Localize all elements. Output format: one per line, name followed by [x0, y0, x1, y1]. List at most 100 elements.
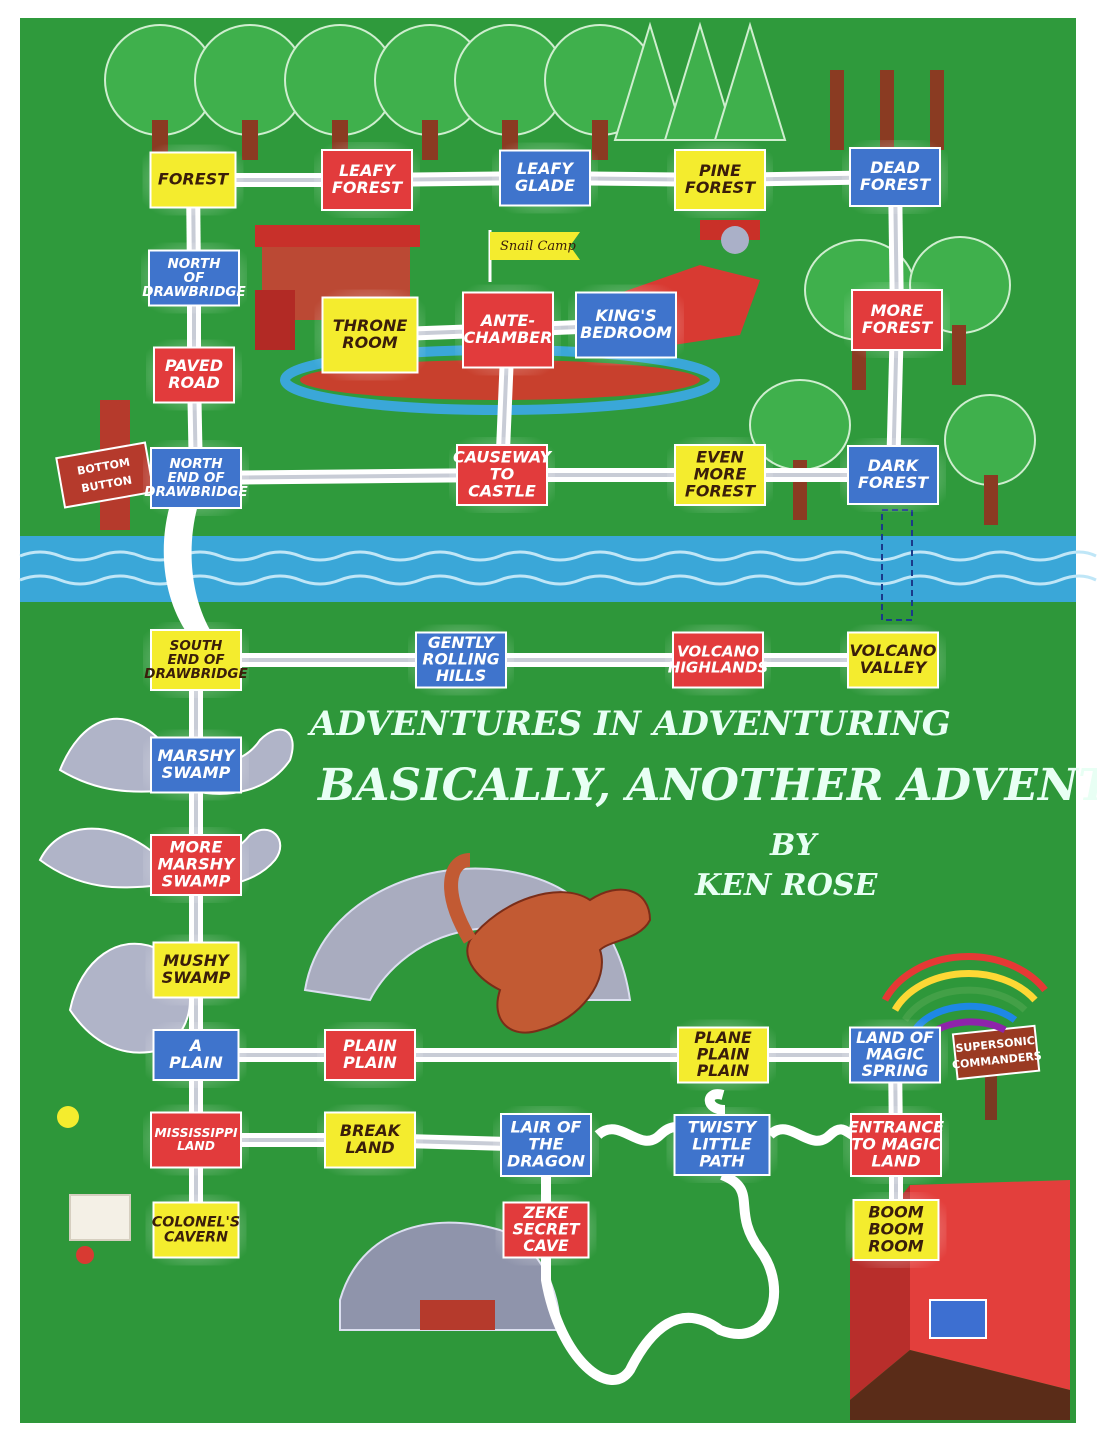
location-label-line: MARSHY [157, 746, 236, 765]
location-label-line: PINE [699, 161, 741, 180]
location-label-line: MORE [871, 301, 924, 320]
location-box [575, 291, 677, 359]
location-forest[interactable]: FOREST [142, 144, 244, 216]
location-box [851, 289, 943, 351]
location-label-line: LITTLE [692, 1135, 752, 1154]
location-box [456, 444, 548, 506]
location-label-line: FOREST [858, 473, 929, 492]
location-label-line: THE [528, 1135, 563, 1154]
location-label-line: END OF [167, 652, 225, 668]
location-label-line: LAND [345, 1138, 394, 1157]
flag-text: Snail Camp [500, 239, 577, 254]
location-label-line: BEDROOM [580, 323, 672, 342]
location-label-line: PAVED [165, 356, 223, 375]
location-label-line: DRAGON [507, 1151, 586, 1170]
location-ante-chamber[interactable]: ANTE-CHAMBER [455, 284, 561, 376]
location-box [847, 631, 939, 689]
location-label-line: LEAFY [517, 159, 574, 178]
location-label-line: PATH [699, 1151, 745, 1170]
location-label-line: ROAD [168, 373, 220, 392]
location-box [152, 941, 240, 999]
location-label-line: ROOM [342, 333, 398, 352]
location-label-line: FOREST [685, 178, 756, 197]
location-box [415, 631, 507, 689]
location-label-line: VALLEY [860, 658, 928, 677]
location-box [673, 1114, 771, 1176]
location-label-line: BOOM [868, 1203, 923, 1222]
location-label-line: MUSHY [163, 951, 230, 970]
location-box [324, 1029, 416, 1081]
location-label-line: SWAMP [162, 763, 231, 782]
location-label-line: BOOM [868, 1220, 923, 1239]
location-box [324, 1111, 416, 1169]
location-label-line: GLADE [515, 176, 575, 195]
location-label-line: HIGHLANDS [668, 658, 769, 676]
title-line-2: BASICALLY, ANOTHER ADVENTURE [316, 760, 1097, 811]
tree-icon [194, 24, 306, 160]
location-label-line: BREAK [340, 1121, 402, 1140]
snail-camp-flag: Snail Camp [488, 230, 580, 282]
location-label-line: PLANE [694, 1028, 752, 1047]
locations: FOREST LEAFYFORESTLEAFYGLADEPINEFORESTDEA… [141, 140, 950, 1268]
location-label-line: PLAIN [697, 1045, 750, 1064]
location-label-line: MARSHY [157, 855, 236, 874]
location-label-line: ZEKE [523, 1203, 569, 1222]
location-label-line: FOREST [860, 175, 931, 194]
location-label-line: MORE [170, 838, 223, 857]
colonels-hut [69, 1194, 131, 1264]
pine-tree-icon [663, 21, 737, 141]
location-label-line: MISSISSIPPI [154, 1126, 238, 1140]
location-label-line: TO [490, 465, 515, 484]
river [19, 536, 1097, 602]
byline-by: BY [769, 828, 819, 863]
location-label-line: CASTLE [468, 481, 536, 500]
location-label-line: NORTH [169, 456, 223, 472]
location-box [150, 629, 242, 691]
dead-tree-icon [930, 70, 944, 150]
location-box [674, 444, 766, 506]
location-label-line: DRAWBRIDGE [144, 484, 248, 500]
tree-line [104, 21, 944, 160]
location-label-line: SOUTH [170, 638, 223, 654]
location-label-line: FOREST [332, 178, 403, 197]
location-label-line: VOLCANO [849, 641, 936, 660]
boom-room-walls [850, 1180, 1070, 1420]
location-label-line: LAND [871, 1151, 920, 1170]
pine-tree-icon [713, 21, 787, 141]
location-label-line: ANTE- [479, 311, 535, 330]
right-trees [749, 236, 1036, 525]
